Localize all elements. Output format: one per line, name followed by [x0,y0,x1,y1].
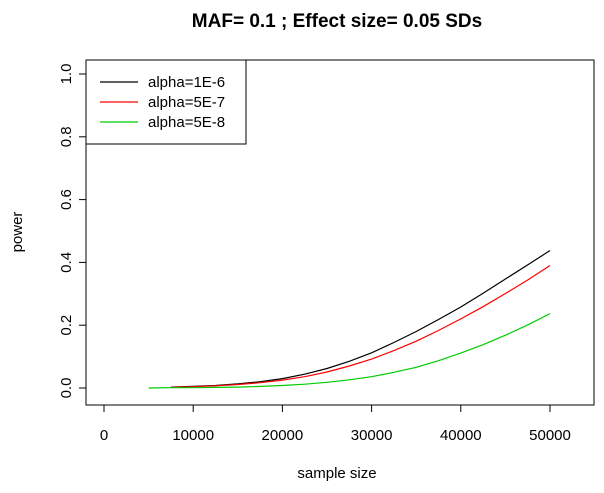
x-tick-label: 20000 [262,427,304,444]
y-axis-label: power [9,212,26,253]
y-tick-label: 0.0 [58,378,75,399]
series-line-1 [170,264,551,388]
legend: alpha=1E-6 alpha=5E-7 alpha=5E-8 [85,59,247,145]
plot-frame [85,59,595,406]
y-tick-label: 0.8 [58,126,75,147]
x-tick-label: 30000 [351,427,393,444]
legend-label: alpha=5E-8 [148,114,225,131]
x-tick-label: 40000 [440,427,482,444]
y-tick-label: 0.4 [58,252,75,273]
x-axis-label: sample size [297,465,376,482]
y-axis: 0.0 0.2 0.4 0.6 0.8 1.0 [58,64,87,399]
legend-label: alpha=5E-7 [148,94,225,111]
y-tick-label: 0.2 [58,315,75,336]
x-tick-label: 50000 [529,427,571,444]
x-tick-label: 10000 [172,427,214,444]
legend-box [85,59,247,145]
series-line-0 [170,249,551,388]
x-tick-label: 0 [100,427,108,444]
legend-label: alpha=1E-6 [148,74,225,91]
chart-title: MAF= 0.1 ; Effect size= 0.05 SDs [192,11,482,32]
x-axis: 0 10000 20000 30000 40000 50000 [100,404,571,444]
y-tick-label: 1.0 [58,64,75,85]
series-group [148,249,551,389]
y-tick-label: 0.6 [58,189,75,210]
series-line-2 [148,313,551,389]
